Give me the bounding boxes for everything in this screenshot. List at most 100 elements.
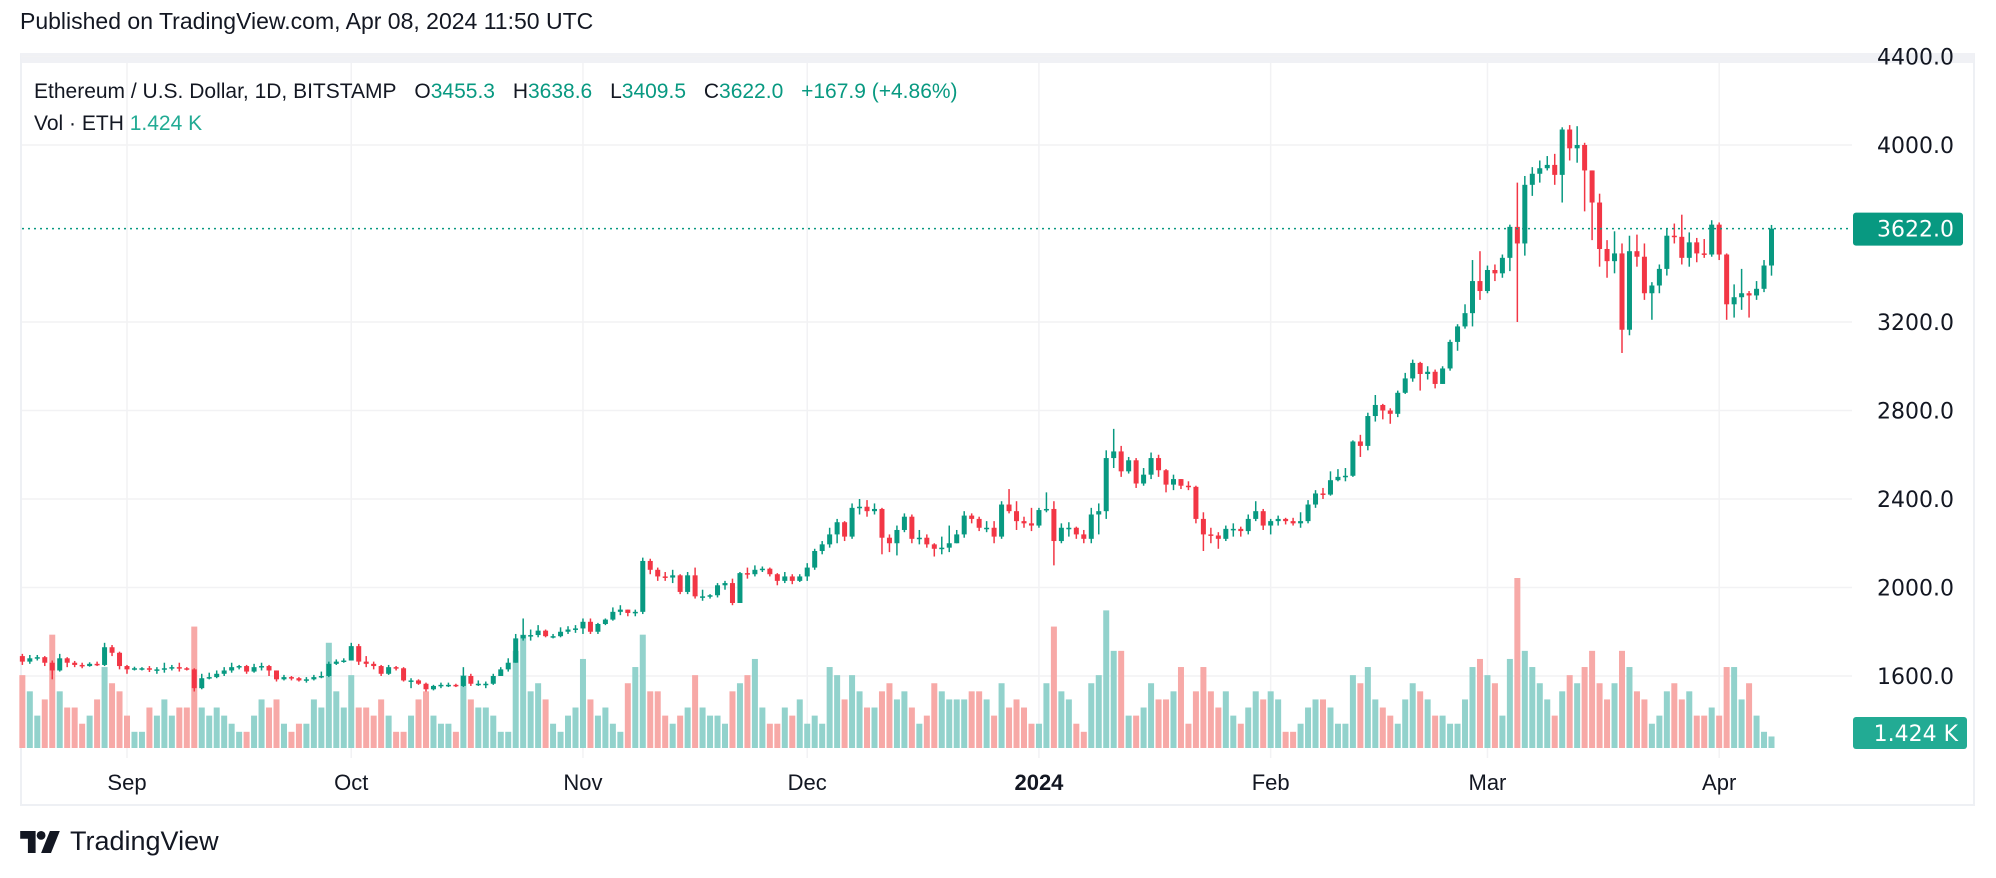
candle-body[interactable] <box>1447 341 1453 369</box>
candle-body[interactable] <box>1260 511 1266 526</box>
candle-body[interactable] <box>1746 293 1752 296</box>
candle-body[interactable] <box>999 504 1005 537</box>
candle-body[interactable] <box>1731 297 1737 305</box>
candle-body[interactable] <box>1253 511 1259 519</box>
candle-body[interactable] <box>782 576 788 581</box>
candle-body[interactable] <box>1305 504 1311 522</box>
candle-body[interactable] <box>1387 410 1393 414</box>
candle-body[interactable] <box>1126 460 1132 472</box>
candle-body[interactable] <box>363 661 369 664</box>
candle-body[interactable] <box>34 657 40 659</box>
candle-body[interactable] <box>602 619 608 625</box>
candle-body[interactable] <box>834 522 840 535</box>
candle-body[interactable] <box>819 544 825 551</box>
candle-body[interactable] <box>1634 251 1640 257</box>
candle-body[interactable] <box>550 636 556 638</box>
candle-body[interactable] <box>752 569 758 575</box>
candle-body[interactable] <box>580 621 586 629</box>
candle-body[interactable] <box>146 668 152 670</box>
candle-body[interactable] <box>729 583 735 603</box>
candle-body[interactable] <box>333 661 339 664</box>
candle-body[interactable] <box>1432 371 1438 384</box>
candle-body[interactable] <box>109 647 115 653</box>
candle-body[interactable] <box>1014 511 1020 522</box>
candle-body[interactable] <box>1619 253 1625 330</box>
candle-body[interactable] <box>894 529 900 544</box>
candle-body[interactable] <box>655 569 661 577</box>
candle-body[interactable] <box>274 670 279 680</box>
candle-body[interactable] <box>184 668 190 670</box>
candle-body[interactable] <box>1589 170 1595 203</box>
candle-body[interactable] <box>565 629 571 632</box>
candle-body[interactable] <box>191 669 197 689</box>
candle-body[interactable] <box>1372 404 1378 417</box>
candle-body[interactable] <box>1350 441 1356 476</box>
candle-body[interactable] <box>789 576 795 581</box>
candle-body[interactable] <box>94 663 100 666</box>
candle-body[interactable] <box>647 560 653 570</box>
candle-body[interactable] <box>423 683 429 690</box>
candle-body[interactable] <box>901 516 907 530</box>
candle-body[interactable] <box>1335 476 1341 481</box>
candle-body[interactable] <box>1499 257 1505 274</box>
candle-body[interactable] <box>1230 528 1236 531</box>
candle-body[interactable] <box>1327 480 1333 495</box>
candle-body[interactable] <box>1649 285 1655 294</box>
candle-body[interactable] <box>1664 235 1670 269</box>
candle-body[interactable] <box>229 667 235 671</box>
candle-body[interactable] <box>1006 504 1012 512</box>
candle-body[interactable] <box>864 506 870 512</box>
candle-body[interactable] <box>303 679 309 681</box>
candle-body[interactable] <box>296 678 302 681</box>
candle-body[interactable] <box>266 666 272 671</box>
candle-body[interactable] <box>281 677 287 680</box>
candle-body[interactable] <box>842 522 848 537</box>
candle-body[interactable] <box>1208 534 1214 536</box>
candle-body[interactable] <box>1612 253 1618 262</box>
candle-body[interactable] <box>1118 451 1124 472</box>
candle-body[interactable] <box>1724 254 1730 305</box>
candle-body[interactable] <box>804 567 810 577</box>
candle-body[interactable] <box>259 666 265 668</box>
candle-body[interactable] <box>1582 145 1588 171</box>
candle-body[interactable] <box>1656 268 1662 286</box>
candle-body[interactable] <box>1739 293 1745 298</box>
candle-body[interactable] <box>1477 281 1483 292</box>
candle-body[interactable] <box>1761 265 1767 289</box>
candle-body[interactable] <box>1514 226 1520 244</box>
candle-body[interactable] <box>356 646 362 662</box>
candle-body[interactable] <box>879 508 885 538</box>
candle-body[interactable] <box>1574 145 1580 149</box>
candle-body[interactable] <box>1567 129 1573 149</box>
candle-body[interactable] <box>453 684 459 687</box>
candle-body[interactable] <box>558 631 564 637</box>
candle-body[interactable] <box>872 508 877 512</box>
candle-body[interactable] <box>722 583 728 586</box>
candle-body[interactable] <box>206 677 212 679</box>
candle-body[interactable] <box>408 680 414 682</box>
candle-body[interactable] <box>214 673 220 678</box>
candle-body[interactable] <box>759 568 765 571</box>
candle-body[interactable] <box>1641 256 1647 294</box>
candle-body[interactable] <box>490 676 496 684</box>
candle-body[interactable] <box>102 647 108 665</box>
candle-body[interactable] <box>1283 518 1289 522</box>
candle-body[interactable] <box>124 666 130 670</box>
candle-body[interactable] <box>1171 479 1176 485</box>
candle-body[interactable] <box>1215 535 1221 539</box>
candle-body[interactable] <box>1597 202 1603 249</box>
candle-body[interactable] <box>251 667 257 672</box>
candle-body[interactable] <box>610 611 616 620</box>
candle-body[interactable] <box>1694 242 1700 254</box>
candle-body[interactable] <box>341 660 347 663</box>
candle-body[interactable] <box>42 657 48 663</box>
candle-body[interactable] <box>1066 527 1072 530</box>
candle-body[interactable] <box>199 678 205 689</box>
candle-body[interactable] <box>87 663 93 667</box>
candle-body[interactable] <box>744 573 750 575</box>
candle-body[interactable] <box>1088 514 1094 539</box>
candle-body[interactable] <box>169 667 175 669</box>
candle-body[interactable] <box>1709 224 1715 255</box>
candle-body[interactable] <box>161 668 167 670</box>
